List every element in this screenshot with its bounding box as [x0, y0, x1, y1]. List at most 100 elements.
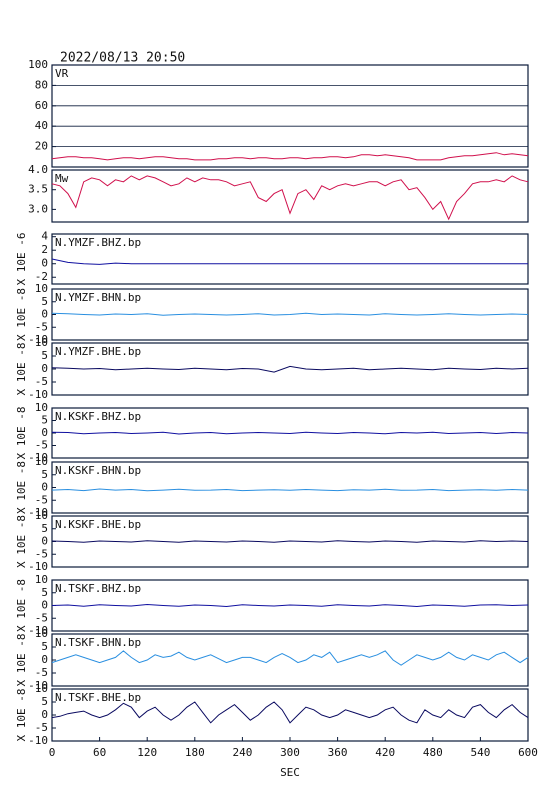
- trace: [51, 152, 529, 161]
- panel-label: N.TSKF.BHN.bp: [55, 636, 141, 649]
- y-tick-label: -10: [28, 388, 48, 401]
- panel-label: VR: [55, 67, 69, 80]
- x-tick-label: 540: [470, 746, 490, 759]
- x-axis-label: SEC: [280, 766, 300, 779]
- y-tick-label: 3.0: [28, 202, 48, 215]
- y-tick-label: 100: [28, 58, 48, 71]
- y-tick-label: -5: [35, 611, 48, 624]
- y-tick-label: 2: [41, 243, 48, 256]
- panel-label: N.TSKF.BHZ.bp: [55, 582, 141, 595]
- x-tick-label: 60: [93, 746, 106, 759]
- y-axis-label: X 10E -8: [15, 579, 28, 632]
- y-tick-label: 10: [35, 573, 48, 586]
- y-tick-label: 60: [35, 99, 48, 112]
- y-tick-label: 0: [41, 481, 48, 494]
- y-tick-label: -5: [35, 721, 48, 734]
- y-tick-label: 0: [41, 535, 48, 548]
- y-axis-label: X 10E -8: [15, 288, 28, 341]
- y-tick-label: -10: [28, 506, 48, 519]
- y-tick-label: 5: [41, 640, 48, 653]
- y-tick-label: 0: [41, 653, 48, 666]
- x-tick-label: 240: [232, 746, 252, 759]
- y-tick-label: 3.5: [28, 183, 48, 196]
- y-tick-label: 10: [35, 509, 48, 522]
- panel-label: Mw: [55, 172, 69, 185]
- x-tick-label: 480: [423, 746, 443, 759]
- y-tick-label: 0: [41, 257, 48, 270]
- trace: [51, 701, 529, 724]
- y-tick-label: -5: [35, 320, 48, 333]
- trace: [51, 431, 529, 435]
- y-tick-label: 0: [41, 426, 48, 439]
- y-axis-label: X 10E -8: [15, 634, 28, 687]
- panel-frame: [51, 64, 529, 168]
- chart-title: 2022/08/13 20:50: [60, 51, 185, 66]
- trace: [51, 603, 529, 608]
- y-tick-label: -10: [28, 451, 48, 464]
- y-tick-label: -10: [28, 333, 48, 346]
- panel-label: N.KSKF.BHN.bp: [55, 464, 141, 477]
- panel-label: N.KSKF.BHE.bp: [55, 518, 141, 531]
- y-tick-label: 5: [41, 414, 48, 427]
- x-tick-label: 360: [328, 746, 348, 759]
- x-tick-label: 180: [185, 746, 205, 759]
- y-tick-label: 10: [35, 336, 48, 349]
- panel-frame: [51, 169, 529, 223]
- x-tick-label: 0: [49, 746, 56, 759]
- y-tick-label: 4.0: [28, 163, 48, 176]
- y-tick-label: 5: [41, 586, 48, 599]
- y-tick-label: 0: [41, 308, 48, 321]
- x-tick-label: 600: [518, 746, 538, 759]
- x-tick-label: 420: [375, 746, 395, 759]
- y-tick-label: 40: [35, 119, 48, 132]
- trace: [51, 365, 529, 373]
- y-tick-label: 10: [35, 627, 48, 640]
- y-tick-label: 20: [35, 140, 48, 153]
- y-tick-label: 5: [41, 695, 48, 708]
- panel-label: N.YMZF.BHZ.bp: [55, 236, 141, 249]
- trace: [51, 175, 529, 221]
- y-axis-label: X 10E -8: [15, 343, 28, 396]
- y-tick-label: 5: [41, 468, 48, 481]
- trace: [51, 488, 529, 492]
- panel-label: N.TSKF.BHE.bp: [55, 691, 141, 704]
- y-tick-label: 10: [35, 455, 48, 468]
- y-axis-label: X 10E -8: [15, 407, 28, 460]
- y-tick-label: -5: [35, 375, 48, 388]
- y-tick-label: -5: [35, 547, 48, 560]
- y-tick-label: 4: [41, 230, 48, 243]
- panel-label: N.KSKF.BHZ.bp: [55, 410, 141, 423]
- trace: [51, 258, 528, 265]
- panel-label: N.YMZF.BHN.bp: [55, 291, 141, 304]
- y-tick-label: 5: [41, 349, 48, 362]
- y-axis-label: X 10E -8: [15, 515, 28, 568]
- y-tick-label: -5: [35, 493, 48, 506]
- y-tick-label: -10: [28, 560, 48, 573]
- panel-label: N.YMZF.BHE.bp: [55, 345, 141, 358]
- y-tick-label: 5: [41, 522, 48, 535]
- x-tick-label: 120: [137, 746, 157, 759]
- y-tick-label: 0: [41, 599, 48, 612]
- x-tick-label: 300: [280, 746, 300, 759]
- y-tick-label: -10: [28, 734, 48, 747]
- y-tick-label: 10: [35, 282, 48, 295]
- y-tick-label: 80: [35, 78, 48, 91]
- y-tick-label: 0: [41, 362, 48, 375]
- y-axis-label: X 10E -8: [15, 461, 28, 514]
- y-tick-label: -2: [35, 270, 48, 283]
- y-tick-label: -10: [28, 624, 48, 637]
- y-tick-label: 10: [35, 401, 48, 414]
- y-axis-label: X 10E -8: [15, 689, 28, 742]
- y-tick-label: -5: [35, 439, 48, 452]
- y-tick-label: -5: [35, 666, 48, 679]
- trace: [51, 650, 529, 666]
- y-tick-label: 10: [35, 682, 48, 695]
- y-tick-label: -10: [28, 679, 48, 692]
- trace: [51, 312, 529, 316]
- y-tick-label: 0: [41, 708, 48, 721]
- y-axis-label: X 10E -6: [15, 233, 28, 286]
- y-tick-label: 5: [41, 295, 48, 308]
- trace: [51, 540, 529, 543]
